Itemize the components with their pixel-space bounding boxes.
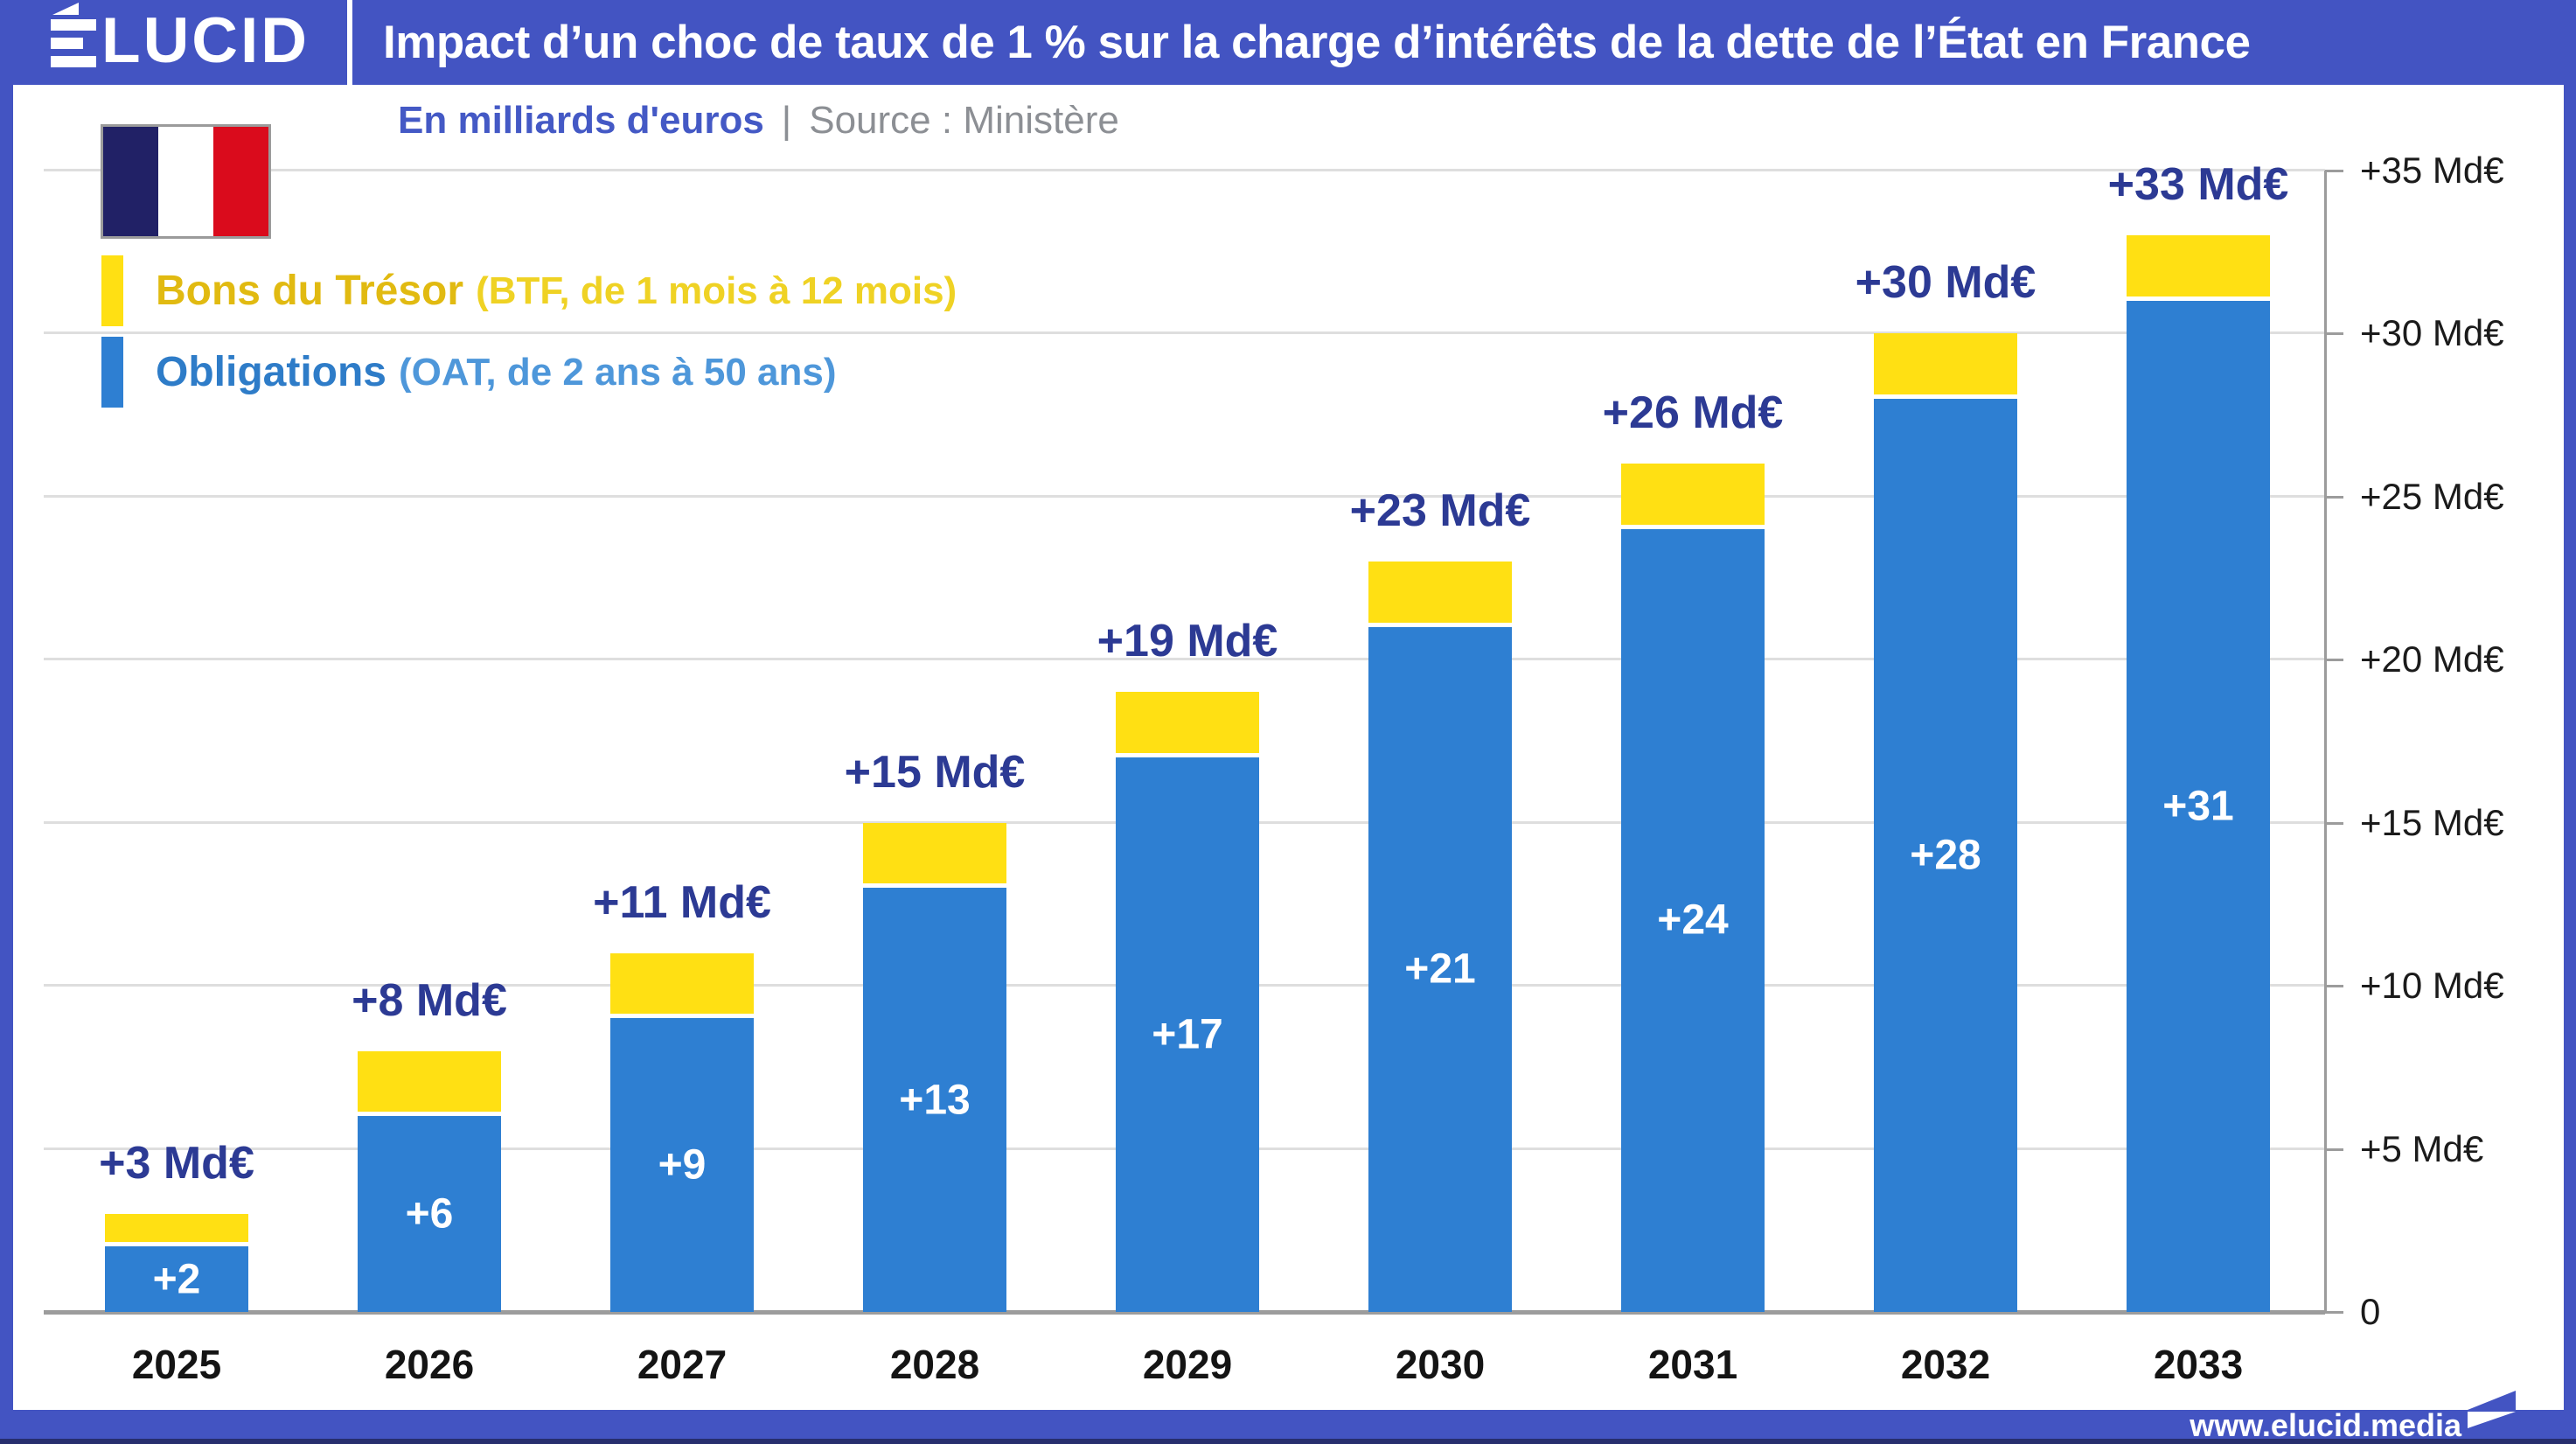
legend-swatch-yellow xyxy=(101,255,123,326)
bar-total-label: +33 Md€ xyxy=(2107,159,2289,211)
elucid-logo-e-icon xyxy=(50,3,96,67)
bar-value-label: +31 xyxy=(2162,783,2234,830)
unit-label: En milliards d'euros xyxy=(398,99,764,142)
bar-total-label: +3 Md€ xyxy=(99,1138,254,1189)
bar-total-label: +19 Md€ xyxy=(1097,616,1278,667)
page-title: Impact d’un choc de taux de 1 % sur la c… xyxy=(383,17,2251,68)
bar-value-label: +24 xyxy=(1657,896,1729,944)
y-axis-label: +35 Md€ xyxy=(2360,149,2504,191)
legend-detail: (BTF, de 1 mois à 12 mois) xyxy=(476,269,957,312)
bar-total-label: +15 Md€ xyxy=(844,746,1026,798)
y-axis-tick xyxy=(2325,821,2343,825)
y-axis-label: +30 Md€ xyxy=(2360,312,2504,353)
bar-segment-oat-2026 xyxy=(358,1116,501,1312)
y-axis-label: +5 Md€ xyxy=(2360,1127,2484,1169)
footer-dark-strip xyxy=(0,1439,2576,1444)
bar-segment-oat-2031 xyxy=(1621,528,1765,1312)
frame-border-right xyxy=(2564,0,2576,1444)
bar-segment-btf-2028 xyxy=(863,822,1006,884)
bar-total-label: +26 Md€ xyxy=(1602,387,1784,439)
bar-segment-btf-2032 xyxy=(1874,333,2017,394)
gridline xyxy=(44,658,2325,660)
y-axis-label: 0 xyxy=(2360,1291,2381,1332)
bar-segment-oat-2033 xyxy=(2127,300,2270,1312)
legend-item-obligations: Obligations (OAT, de 2 ans à 50 ans) xyxy=(101,337,836,408)
y-axis-line xyxy=(2324,170,2327,1314)
y-axis-label: +25 Md€ xyxy=(2360,475,2504,517)
bar-value-label: +21 xyxy=(1404,945,1476,993)
legend-item-bons-du-tresor: Bons du Trésor (BTF, de 1 mois à 12 mois… xyxy=(101,255,957,326)
legend-detail: (OAT, de 2 ans à 50 ans) xyxy=(399,350,837,394)
bar-total-label: +23 Md€ xyxy=(1349,485,1531,537)
source-label: Source : Ministère xyxy=(809,99,1119,142)
x-axis-label-2030: 2030 xyxy=(1395,1342,1486,1387)
y-axis-label: +20 Md€ xyxy=(2360,638,2504,680)
y-axis-tick xyxy=(2325,495,2343,499)
x-axis-label-2029: 2029 xyxy=(1142,1342,1233,1387)
y-axis-tick xyxy=(2325,332,2343,335)
flag-stripe-white xyxy=(158,127,213,236)
bar-total-label: +30 Md€ xyxy=(1855,257,2036,308)
bar-segment-oat-2028 xyxy=(863,888,1006,1312)
bar-value-label: +2 xyxy=(152,1256,201,1303)
elucid-logo-text: LUCID xyxy=(101,5,310,76)
y-axis-tick xyxy=(2325,169,2343,172)
elucid-logo: LUCID xyxy=(13,0,347,85)
x-axis-label-2028: 2028 xyxy=(889,1342,980,1387)
bar-value-label: +13 xyxy=(899,1077,971,1124)
x-axis-label-2033: 2033 xyxy=(2153,1342,2244,1387)
gridline xyxy=(44,494,2325,498)
chart-subtitle: En milliards d'euros | Source : Ministèr… xyxy=(398,94,1119,147)
legend-label: Obligations xyxy=(156,349,386,395)
bar-segment-oat-2029 xyxy=(1116,757,1259,1312)
x-axis-label-2031: 2031 xyxy=(1647,1342,1738,1387)
bar-segment-oat-2032 xyxy=(1874,398,2017,1312)
frame-border-left xyxy=(0,0,13,1444)
y-axis-tick xyxy=(2325,1311,2343,1314)
french-flag xyxy=(101,124,271,239)
bar-segment-btf-2030 xyxy=(1368,562,1512,623)
y-axis-tick xyxy=(2325,1148,2343,1151)
elucid-arrow-logo xyxy=(2468,1367,2564,1428)
x-axis-label-2032: 2032 xyxy=(1900,1342,1991,1387)
bar-segment-btf-2031 xyxy=(1621,464,1765,525)
y-axis-tick xyxy=(2325,659,2343,661)
gridline xyxy=(44,331,2325,334)
bar-segment-oat-2027 xyxy=(610,1018,754,1312)
bar-segment-btf-2029 xyxy=(1116,692,1259,753)
bar-segment-btf-2033 xyxy=(2127,235,2270,296)
subtitle-separator: | xyxy=(781,99,792,142)
bar-segment-oat-2030 xyxy=(1368,626,1512,1312)
bar-total-label: +8 Md€ xyxy=(352,974,507,1026)
gridline xyxy=(44,168,2325,171)
y-axis-tick xyxy=(2325,985,2343,987)
website-url: www.elucid.media xyxy=(2190,1406,2461,1443)
bar-value-label: +6 xyxy=(405,1190,454,1238)
flag-stripe-blue xyxy=(103,127,158,236)
bar-value-label: +17 xyxy=(1152,1011,1223,1058)
bar-total-label: +11 Md€ xyxy=(593,876,771,928)
bar-segment-btf-2026 xyxy=(358,1050,501,1113)
bar-segment-btf-2025 xyxy=(105,1214,248,1243)
bar-value-label: +9 xyxy=(658,1141,707,1189)
x-axis-label-2025: 2025 xyxy=(131,1342,222,1387)
y-axis-label: +15 Md€ xyxy=(2360,801,2504,843)
x-axis-label-2026: 2026 xyxy=(384,1342,475,1387)
accent-triangle-icon xyxy=(52,3,79,15)
y-axis-label: +10 Md€ xyxy=(2360,965,2504,1006)
header-bar xyxy=(0,0,2576,85)
legend-label: Bons du Trésor xyxy=(156,268,464,314)
x-axis-baseline xyxy=(44,1310,2325,1315)
header-divider xyxy=(347,0,352,85)
bar-value-label: +28 xyxy=(1910,832,1981,879)
bar-segment-oat-2025 xyxy=(105,1246,248,1312)
bar-segment-btf-2027 xyxy=(610,952,754,1015)
x-axis-label-2027: 2027 xyxy=(637,1342,728,1387)
flag-stripe-red xyxy=(213,127,268,236)
footer-bar xyxy=(0,1410,2576,1444)
legend-swatch-blue xyxy=(101,337,123,408)
